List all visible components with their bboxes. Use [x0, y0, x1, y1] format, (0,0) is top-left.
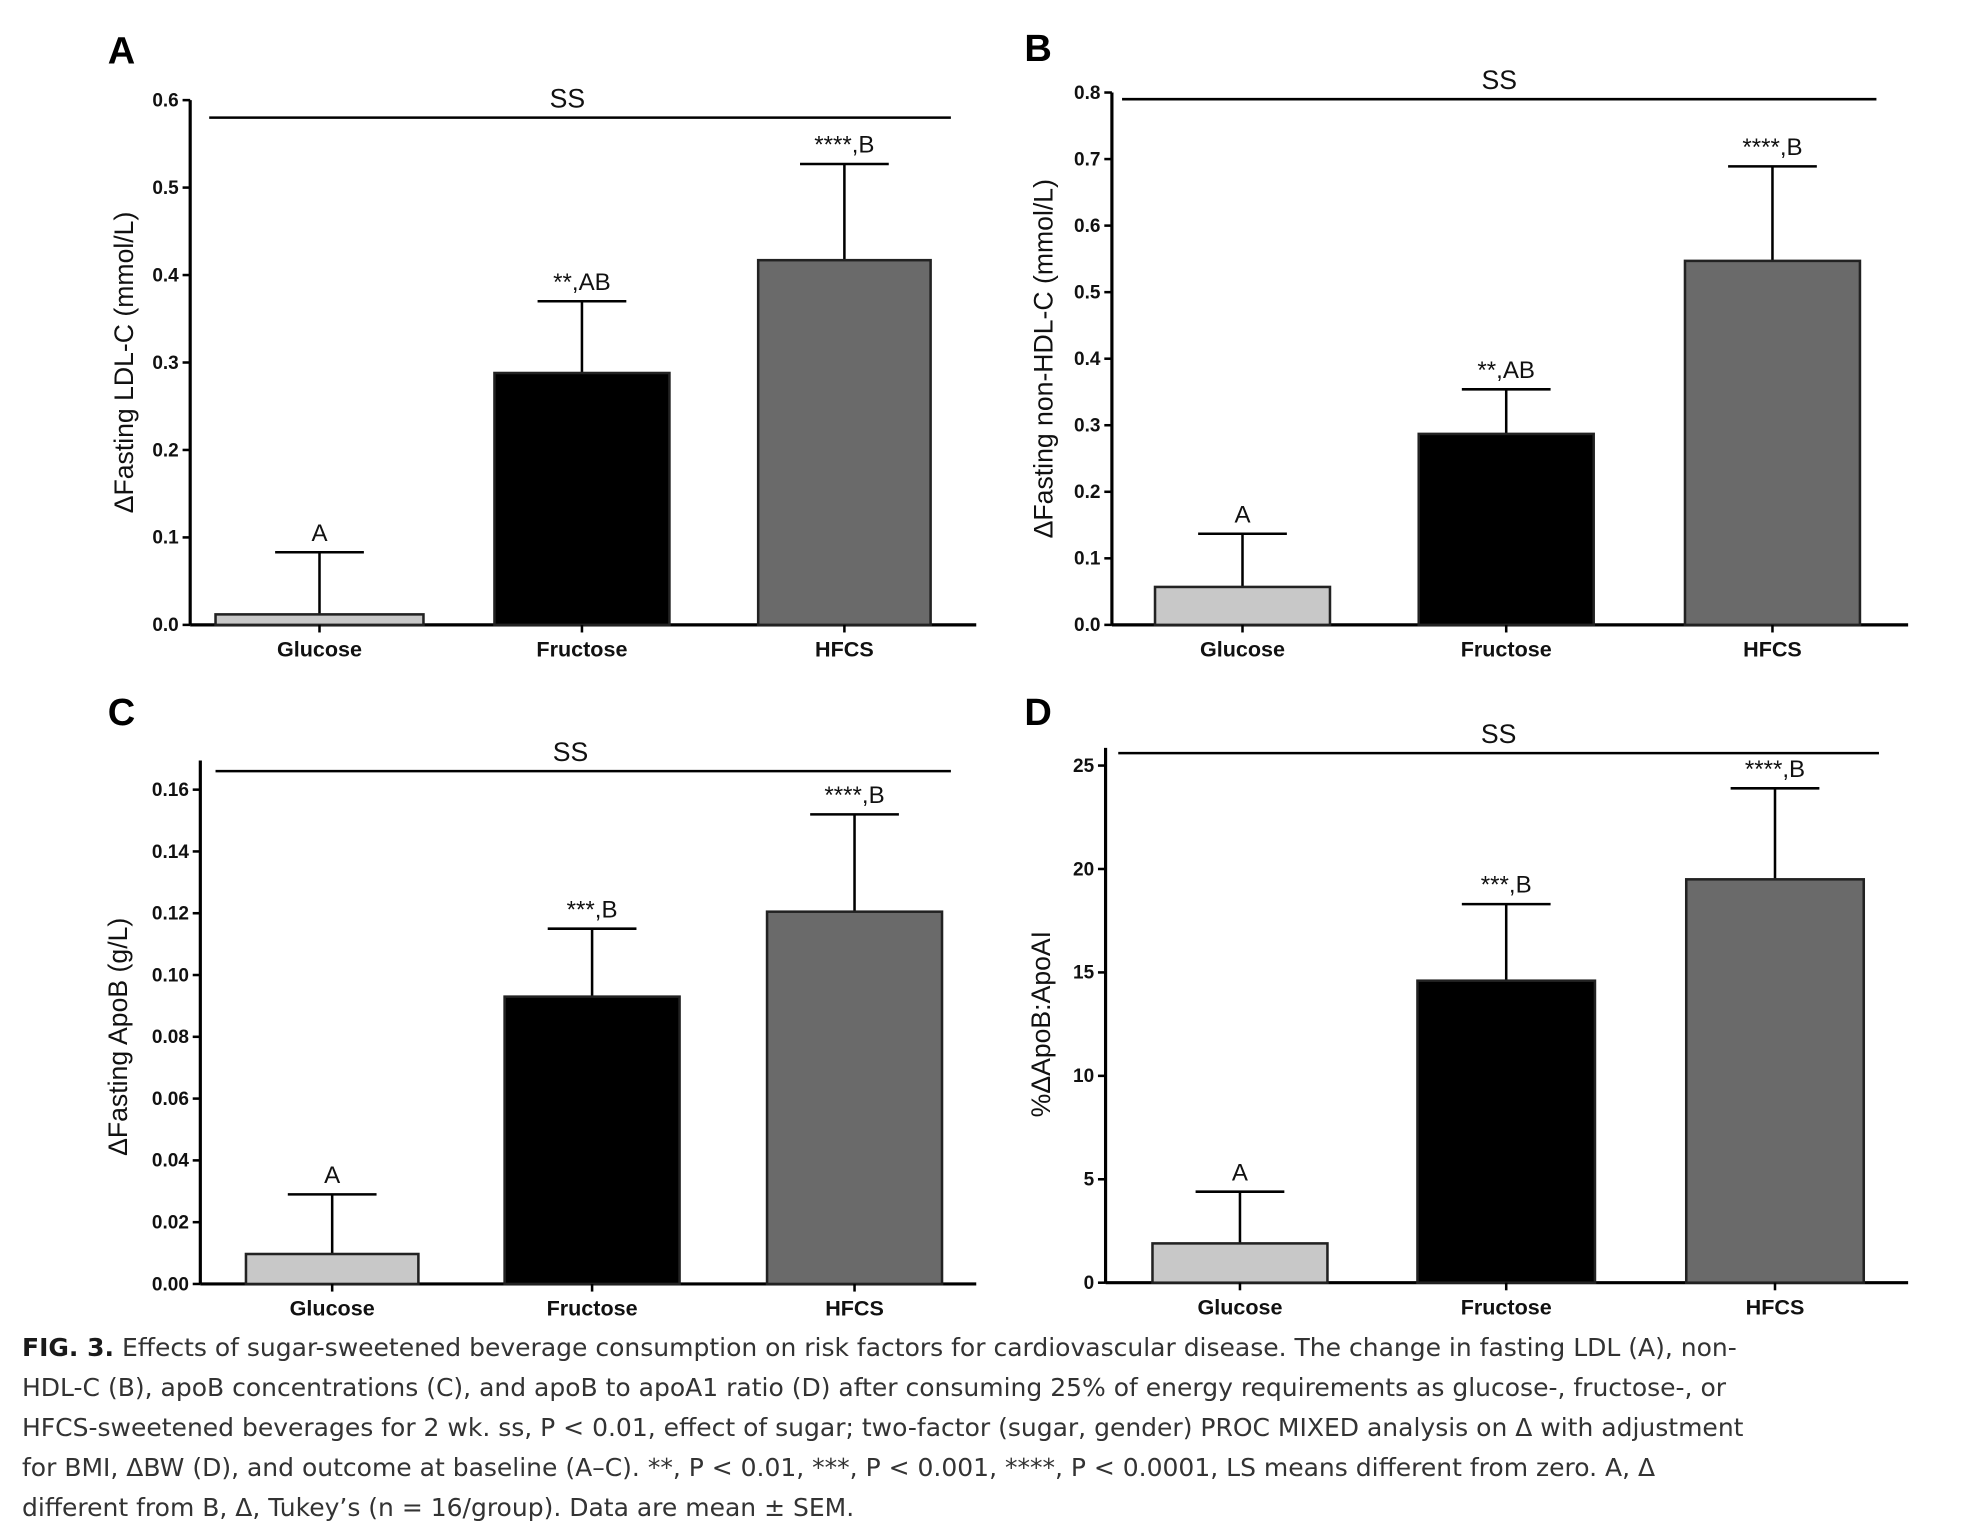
bar-annotation: ****,B — [1745, 756, 1805, 783]
bar-glucose — [244, 1252, 420, 1286]
x-tick-label: HFCS — [815, 637, 874, 662]
y-axis-label: ΔFasting non-HDL-C (mmol/L) — [1028, 179, 1058, 538]
y-tick-label: 10 — [1073, 1066, 1094, 1087]
x-tick-label: Fructose — [547, 1296, 638, 1321]
caption-text: Effects of sugar-sweetened beverage cons… — [114, 1333, 1737, 1362]
y-tick-label: 0.7 — [1074, 149, 1100, 170]
panel-letter: C — [108, 692, 135, 734]
bar-annotation: ****,B — [1742, 134, 1802, 161]
bar-annotation: A — [1234, 501, 1251, 528]
y-tick-label: 0.1 — [152, 528, 179, 549]
x-tick-label: Fructose — [536, 637, 627, 662]
x-tick-label: Glucose — [290, 1296, 375, 1321]
bar-fructose — [493, 371, 671, 627]
y-tick-label: 0.1 — [1074, 549, 1101, 570]
y-tick-label: 0.6 — [152, 90, 178, 111]
x-tick-label: Fructose — [1461, 637, 1552, 662]
y-tick-label: 0.5 — [1074, 282, 1101, 303]
y-tick-label: 0.14 — [152, 842, 189, 863]
significance-label: SS — [1481, 65, 1517, 95]
y-tick-label: 5 — [1084, 1170, 1095, 1191]
y-tick-label: 0.6 — [1074, 216, 1100, 237]
y-tick-label: 0.08 — [152, 1027, 189, 1048]
y-tick-label: 0.10 — [152, 965, 189, 986]
panel-letter: D — [1024, 692, 1051, 734]
bar-hfcs — [756, 258, 932, 627]
bar-annotation: **,AB — [1477, 357, 1535, 384]
bar-annotation: ****,B — [814, 132, 874, 159]
x-tick-label: Glucose — [1197, 1294, 1282, 1319]
bar-annotation: **,AB — [553, 269, 611, 296]
caption-line: HDL-C (B), apoB concentrations (C), and … — [22, 1373, 1727, 1402]
y-tick-label: 0.3 — [152, 353, 178, 374]
caption-line: for BMI, ΔBW (D), and outcome at baselin… — [22, 1453, 1656, 1482]
y-tick-label: 0.16 — [152, 780, 189, 801]
significance-label: SS — [553, 737, 589, 767]
caption-line: HFCS-sweetened beverages for 2 wk. ss, P… — [22, 1413, 1744, 1442]
y-tick-label: 0.0 — [152, 615, 178, 636]
y-tick-label: 0.2 — [1074, 482, 1100, 503]
bar-annotation: A — [1232, 1159, 1249, 1186]
y-tick-label: 0.02 — [152, 1213, 189, 1234]
figure-caption: FIG. 3. Effects of sugar-sweetened bever… — [22, 1328, 1972, 1528]
caption-line: different from B, Δ, Tukey’s (n = 16/gro… — [22, 1493, 855, 1522]
y-tick-label: 0.5 — [152, 178, 179, 199]
y-tick-label: 0.2 — [152, 440, 178, 461]
y-tick-label: 0.8 — [1074, 83, 1100, 104]
y-tick-label: 0.4 — [152, 265, 179, 286]
bar-hfcs — [1684, 878, 1866, 1284]
y-tick-label: 0.04 — [152, 1151, 189, 1172]
y-tick-label: 0.3 — [1074, 416, 1100, 437]
bar-annotation: A — [311, 520, 328, 547]
significance-label: SS — [550, 83, 586, 113]
caption-label: FIG. 3. — [22, 1333, 114, 1362]
y-tick-label: 0.0 — [1074, 615, 1100, 636]
y-tick-label: 20 — [1073, 859, 1094, 880]
x-tick-label: Fructose — [1461, 1294, 1552, 1319]
bar-hfcs — [1683, 259, 1862, 627]
bar-annotation: ***,B — [567, 896, 618, 923]
x-tick-label: Glucose — [1200, 637, 1285, 662]
bar-annotation: ****,B — [824, 782, 884, 809]
significance-label: SS — [1481, 719, 1517, 749]
bar-fructose — [1417, 432, 1595, 627]
bar-annotation: A — [324, 1162, 341, 1189]
bar-annotation: ***,B — [1481, 872, 1532, 899]
x-tick-label: Glucose — [277, 637, 362, 662]
panel-letter: A — [108, 30, 135, 72]
y-tick-label: 25 — [1073, 756, 1095, 777]
bar-glucose — [1153, 585, 1332, 627]
y-tick-label: 0.00 — [152, 1274, 189, 1295]
y-axis-label: ΔFasting ApoB (g/L) — [103, 918, 133, 1156]
y-axis-label: ΔFasting LDL-C (mmol/L) — [109, 212, 139, 514]
bar-glucose — [1151, 1242, 1329, 1284]
bar-fructose — [1416, 979, 1597, 1284]
y-tick-label: 15 — [1073, 963, 1095, 984]
x-tick-label: HFCS — [1746, 1294, 1805, 1319]
bar-fructose — [503, 995, 681, 1286]
y-tick-label: 0.4 — [1074, 349, 1101, 370]
x-tick-label: HFCS — [1743, 637, 1802, 662]
y-axis-label: %ΔApoB:ApoAI — [1026, 931, 1056, 1117]
caption-line: FIG. 3. Effects of sugar-sweetened bever… — [22, 1328, 1972, 1368]
y-tick-label: 0 — [1084, 1273, 1095, 1294]
y-tick-label: 0.06 — [152, 1089, 189, 1110]
bar-hfcs — [765, 910, 944, 1286]
bar-glucose — [214, 613, 425, 627]
panel-letter: B — [1024, 28, 1051, 70]
x-tick-label: HFCS — [825, 1296, 884, 1321]
y-tick-label: 0.12 — [152, 904, 189, 925]
